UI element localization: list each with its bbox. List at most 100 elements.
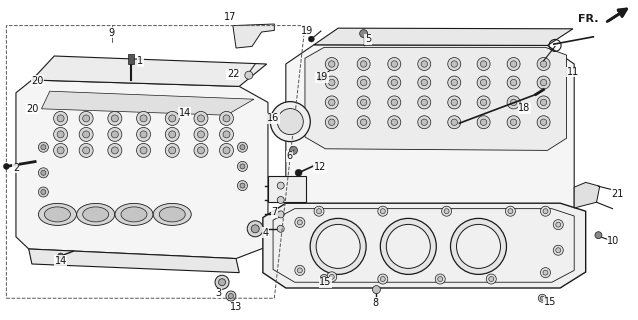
Ellipse shape [153, 204, 191, 225]
Circle shape [448, 58, 461, 70]
Circle shape [357, 58, 370, 70]
Circle shape [316, 224, 360, 268]
Circle shape [480, 99, 487, 106]
Circle shape [278, 108, 303, 135]
Circle shape [391, 119, 397, 125]
Circle shape [169, 131, 175, 138]
Circle shape [54, 127, 68, 141]
Circle shape [391, 61, 397, 67]
Circle shape [215, 275, 229, 289]
Circle shape [435, 274, 445, 284]
Text: 3: 3 [215, 288, 221, 298]
Text: 19: 19 [316, 72, 328, 83]
Circle shape [194, 111, 208, 125]
Circle shape [3, 164, 10, 169]
Circle shape [477, 116, 490, 129]
Circle shape [391, 99, 397, 106]
Circle shape [329, 79, 335, 86]
Text: 9: 9 [108, 28, 115, 38]
Text: 22: 22 [226, 69, 239, 79]
Circle shape [360, 99, 367, 106]
Circle shape [537, 58, 550, 70]
Circle shape [325, 116, 338, 129]
Circle shape [57, 115, 64, 122]
Circle shape [83, 115, 89, 122]
Circle shape [505, 206, 516, 216]
Circle shape [278, 211, 284, 218]
Circle shape [219, 127, 234, 141]
Text: 2: 2 [13, 163, 19, 173]
Text: 6: 6 [286, 151, 292, 161]
Circle shape [194, 127, 208, 141]
Circle shape [553, 245, 563, 255]
Polygon shape [41, 91, 254, 115]
Polygon shape [29, 249, 239, 273]
Circle shape [165, 127, 179, 141]
Circle shape [223, 115, 230, 122]
Circle shape [219, 279, 225, 286]
Circle shape [595, 232, 602, 239]
Circle shape [451, 79, 457, 86]
Circle shape [41, 170, 46, 175]
Circle shape [480, 79, 487, 86]
Circle shape [486, 274, 496, 284]
Circle shape [418, 58, 431, 70]
Circle shape [83, 147, 89, 154]
Circle shape [316, 209, 322, 214]
Circle shape [378, 206, 388, 216]
Circle shape [421, 119, 427, 125]
Circle shape [508, 209, 513, 214]
Circle shape [418, 116, 431, 129]
Circle shape [540, 268, 551, 278]
Ellipse shape [38, 204, 77, 225]
Circle shape [237, 161, 248, 172]
Circle shape [308, 36, 315, 42]
Circle shape [357, 76, 370, 89]
Circle shape [553, 220, 563, 230]
Text: 19: 19 [301, 26, 314, 36]
Circle shape [329, 99, 335, 106]
Circle shape [441, 206, 452, 216]
Circle shape [325, 96, 338, 109]
Text: 17: 17 [223, 12, 236, 22]
Polygon shape [314, 28, 573, 45]
Circle shape [219, 111, 234, 125]
Polygon shape [305, 47, 567, 150]
Circle shape [79, 143, 93, 157]
Polygon shape [16, 80, 268, 259]
Circle shape [295, 169, 302, 176]
Text: 21: 21 [611, 188, 623, 199]
Circle shape [314, 206, 324, 216]
Circle shape [278, 225, 284, 232]
Circle shape [457, 224, 500, 268]
Polygon shape [574, 182, 600, 208]
Circle shape [448, 76, 461, 89]
Circle shape [57, 147, 64, 154]
Circle shape [477, 76, 490, 89]
Circle shape [237, 142, 248, 152]
Circle shape [451, 61, 457, 67]
Circle shape [198, 147, 204, 154]
Circle shape [507, 96, 520, 109]
Circle shape [140, 147, 147, 154]
Circle shape [240, 183, 245, 188]
Polygon shape [32, 56, 267, 86]
Ellipse shape [115, 204, 153, 225]
Text: 20: 20 [31, 76, 43, 86]
Circle shape [357, 116, 370, 129]
Circle shape [165, 143, 179, 157]
Circle shape [320, 274, 328, 282]
Circle shape [41, 145, 46, 150]
Circle shape [360, 79, 367, 86]
Circle shape [297, 268, 302, 273]
Circle shape [325, 58, 338, 70]
Circle shape [360, 119, 367, 125]
Circle shape [137, 143, 151, 157]
Circle shape [322, 276, 326, 280]
Circle shape [510, 79, 517, 86]
Circle shape [510, 99, 517, 106]
Circle shape [219, 143, 234, 157]
Circle shape [507, 76, 520, 89]
Text: 14: 14 [179, 108, 191, 118]
Circle shape [540, 79, 547, 86]
